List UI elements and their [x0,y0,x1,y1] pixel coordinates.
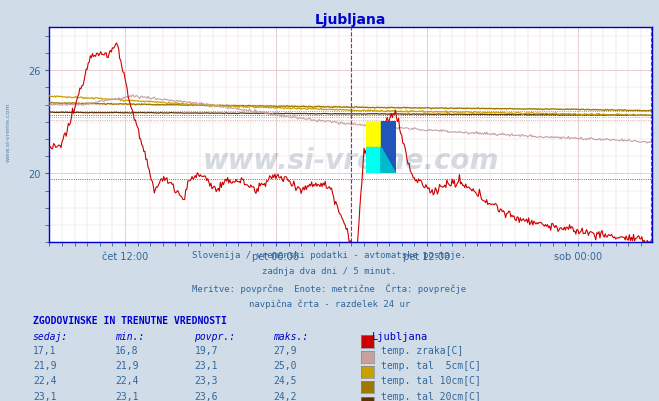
Text: temp. tal 10cm[C]: temp. tal 10cm[C] [381,375,481,385]
Text: 22,4: 22,4 [33,375,57,385]
Text: 24,5: 24,5 [273,375,297,385]
Polygon shape [381,122,396,174]
Text: 22,4: 22,4 [115,375,139,385]
Text: temp. tal  5cm[C]: temp. tal 5cm[C] [381,360,481,370]
Text: maks.:: maks.: [273,331,308,341]
Polygon shape [381,148,396,174]
Text: 21,9: 21,9 [115,360,139,370]
Text: www.si-vreme.com: www.si-vreme.com [5,103,11,162]
Text: navpična črta - razdelek 24 ur: navpična črta - razdelek 24 ur [249,299,410,308]
Text: 17,1: 17,1 [33,345,57,355]
Text: 23,1: 23,1 [115,391,139,401]
Text: sedaj:: sedaj: [33,331,68,341]
Text: 25,0: 25,0 [273,360,297,370]
Text: 23,1: 23,1 [194,360,218,370]
Text: Ljubljana: Ljubljana [372,331,428,341]
Text: 19,7: 19,7 [194,345,218,355]
Text: 23,6: 23,6 [194,391,218,401]
Title: Ljubljana: Ljubljana [315,13,387,27]
Text: zadnja dva dni / 5 minut.: zadnja dva dni / 5 minut. [262,267,397,275]
Text: ZGODOVINSKE IN TRENUTNE VREDNOSTI: ZGODOVINSKE IN TRENUTNE VREDNOSTI [33,315,227,325]
Text: min.:: min.: [115,331,145,341]
Text: 21,9: 21,9 [33,360,57,370]
Bar [366,148,381,174]
Bar [366,122,381,148]
Text: Slovenija / vremenski podatki - avtomatske postaje.: Slovenija / vremenski podatki - avtomats… [192,251,467,259]
Text: 24,2: 24,2 [273,391,297,401]
Text: Meritve: povprčne  Enote: metrične  Črta: povprečje: Meritve: povprčne Enote: metrične Črta: … [192,283,467,293]
Text: temp. tal 20cm[C]: temp. tal 20cm[C] [381,391,481,401]
Text: 27,9: 27,9 [273,345,297,355]
Text: 23,1: 23,1 [33,391,57,401]
Text: 16,8: 16,8 [115,345,139,355]
Text: povpr.:: povpr.: [194,331,235,341]
Text: temp. zraka[C]: temp. zraka[C] [381,345,463,355]
Text: www.si-vreme.com: www.si-vreme.com [203,147,499,175]
Text: 23,3: 23,3 [194,375,218,385]
